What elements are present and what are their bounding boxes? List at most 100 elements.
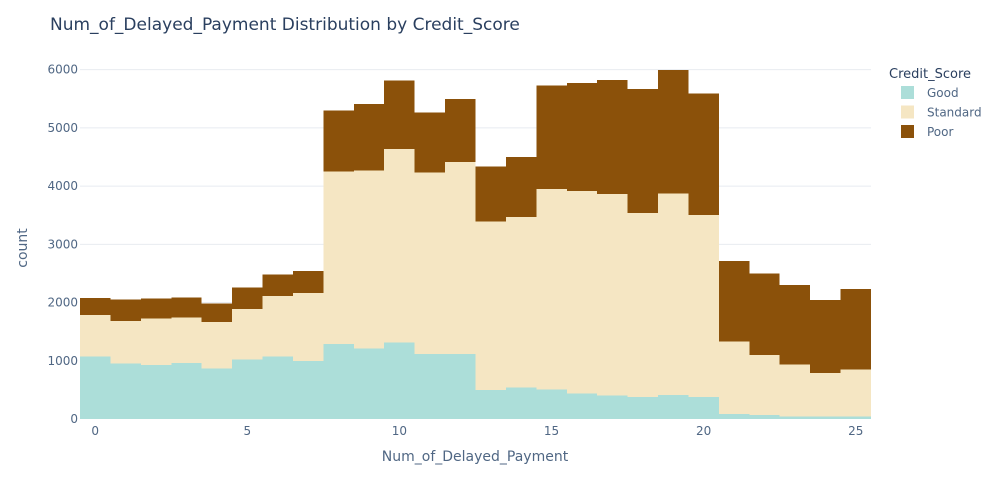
bar-good[interactable] xyxy=(414,353,446,419)
bar-good[interactable] xyxy=(292,360,324,419)
bar-poor[interactable] xyxy=(627,88,659,213)
bar-good[interactable] xyxy=(140,364,172,419)
bar-poor[interactable] xyxy=(445,98,476,163)
bar-good[interactable] xyxy=(262,356,293,419)
bar-standard[interactable] xyxy=(292,293,324,361)
bar-good[interactable] xyxy=(779,416,811,419)
bar-standard[interactable] xyxy=(171,317,202,364)
bar-good[interactable] xyxy=(445,353,476,419)
legend-title: Credit_Score xyxy=(889,67,971,82)
x-axis-title: Num_of_Delayed_Payment xyxy=(382,449,569,465)
bar-good[interactable] xyxy=(658,395,689,419)
bar-good[interactable] xyxy=(80,356,111,419)
bar-poor[interactable] xyxy=(718,261,750,342)
legend-swatch-good[interactable] xyxy=(901,86,914,99)
legend-label-standard[interactable]: Standard xyxy=(927,106,982,120)
bar-standard[interactable] xyxy=(445,162,476,354)
bar-standard[interactable] xyxy=(597,194,628,396)
bar-standard[interactable] xyxy=(810,373,841,417)
bar-poor[interactable] xyxy=(201,303,233,322)
bar-poor[interactable] xyxy=(566,83,598,191)
bar-poor[interactable] xyxy=(171,297,202,318)
chart-title: Num_of_Delayed_Payment Distribution by C… xyxy=(50,15,520,35)
bar-standard[interactable] xyxy=(414,172,446,354)
bar-standard[interactable] xyxy=(262,296,293,357)
bar-good[interactable] xyxy=(110,363,141,419)
bar-standard[interactable] xyxy=(201,321,233,369)
bar-standard[interactable] xyxy=(353,170,385,349)
bar-standard[interactable] xyxy=(718,341,750,414)
bar-poor[interactable] xyxy=(536,85,567,190)
y-tick-label: 4000 xyxy=(47,179,78,193)
bar-standard[interactable] xyxy=(658,193,689,396)
bar-poor[interactable] xyxy=(475,166,506,222)
bar-poor[interactable] xyxy=(353,103,385,171)
bar-good[interactable] xyxy=(627,396,659,419)
x-tick-label: 5 xyxy=(244,424,252,438)
legend-label-poor[interactable]: Poor xyxy=(927,125,953,139)
legend-swatch-standard[interactable] xyxy=(901,105,914,119)
bar-good[interactable] xyxy=(384,342,415,419)
bar-standard[interactable] xyxy=(840,369,871,417)
bar-poor[interactable] xyxy=(140,298,172,319)
bar-standard[interactable] xyxy=(749,354,780,415)
bar-poor[interactable] xyxy=(384,80,415,149)
y-axis-ticks: 0 1000 2000 3000 4000 5000 6000 xyxy=(47,63,78,426)
bar-poor[interactable] xyxy=(688,93,719,216)
bar-poor[interactable] xyxy=(323,110,354,172)
bar-good[interactable] xyxy=(353,348,385,419)
x-tick-label: 0 xyxy=(91,424,99,438)
bar-poor[interactable] xyxy=(840,289,871,370)
bar-poor[interactable] xyxy=(658,70,689,194)
bar-good[interactable] xyxy=(749,414,780,419)
bar-standard[interactable] xyxy=(323,171,354,344)
y-tick-label: 3000 xyxy=(47,237,78,251)
bar-poor[interactable] xyxy=(262,274,293,297)
bar-standard[interactable] xyxy=(505,216,537,388)
bar-standard[interactable] xyxy=(140,318,172,365)
legend[interactable]: Good Standard Poor xyxy=(901,86,982,139)
bar-good[interactable] xyxy=(323,343,354,419)
bar-standard[interactable] xyxy=(384,148,415,343)
y-tick-label: 2000 xyxy=(47,296,78,310)
bar-standard[interactable] xyxy=(536,189,567,390)
bar-poor[interactable] xyxy=(232,287,263,309)
bar-standard[interactable] xyxy=(110,321,141,364)
y-tick-label: 0 xyxy=(70,412,78,426)
bar-poor[interactable] xyxy=(810,300,841,374)
bar-good[interactable] xyxy=(536,389,567,419)
bar-poor[interactable] xyxy=(80,297,111,315)
bar-standard[interactable] xyxy=(627,212,659,397)
bar-standard[interactable] xyxy=(475,221,506,390)
bar-poor[interactable] xyxy=(505,156,537,217)
bar-poor[interactable] xyxy=(749,273,780,355)
bar-good[interactable] xyxy=(566,393,598,419)
bar-poor[interactable] xyxy=(414,112,446,173)
bar-good[interactable] xyxy=(810,416,841,419)
legend-swatch-poor[interactable] xyxy=(901,125,914,138)
bar-good[interactable] xyxy=(688,396,719,419)
x-tick-label: 20 xyxy=(696,424,711,438)
bar-good[interactable] xyxy=(171,363,202,419)
bar-poor[interactable] xyxy=(292,271,324,294)
bar-good[interactable] xyxy=(232,359,263,419)
bar-good[interactable] xyxy=(597,395,628,419)
bar-good[interactable] xyxy=(718,413,750,419)
bar-standard[interactable] xyxy=(566,190,598,394)
bar-standard[interactable] xyxy=(688,215,719,397)
bar-poor[interactable] xyxy=(779,285,811,365)
bar-poor[interactable] xyxy=(110,299,141,322)
bar-standard[interactable] xyxy=(80,314,111,357)
bar-good[interactable] xyxy=(840,416,871,419)
y-tick-label: 1000 xyxy=(47,354,78,368)
bar-good[interactable] xyxy=(201,368,233,419)
bar-good[interactable] xyxy=(505,387,537,419)
y-axis-title: count xyxy=(15,228,31,268)
bar-standard[interactable] xyxy=(232,308,263,360)
bar-good[interactable] xyxy=(475,389,506,419)
y-tick-label: 6000 xyxy=(47,63,78,77)
bar-poor[interactable] xyxy=(597,80,628,195)
bar-standard[interactable] xyxy=(779,364,811,417)
legend-label-good[interactable]: Good xyxy=(927,86,959,100)
